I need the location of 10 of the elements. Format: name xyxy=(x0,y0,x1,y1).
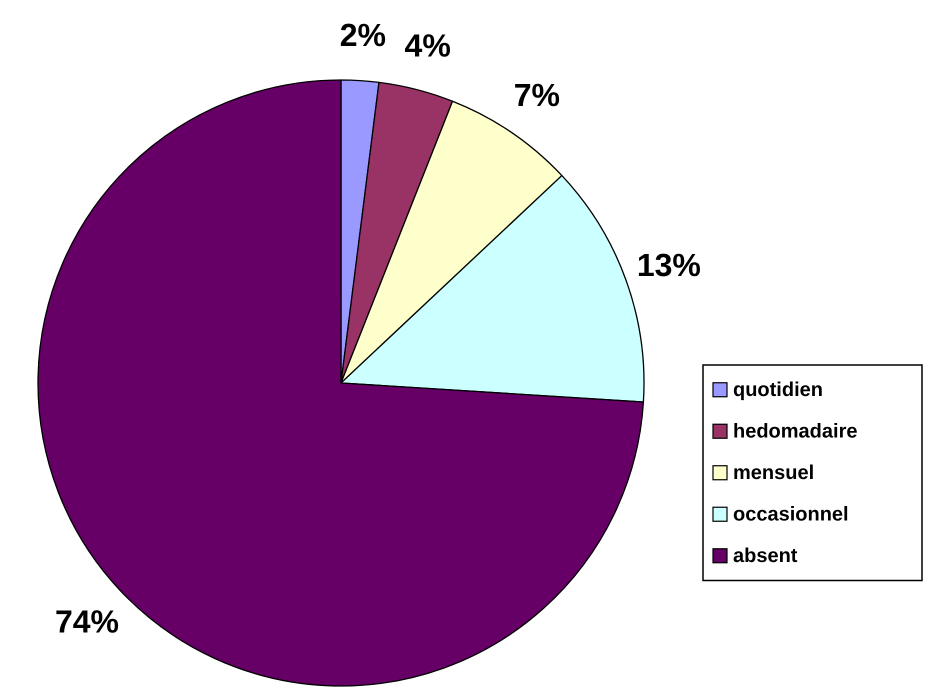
legend-label: occasionnel xyxy=(733,503,849,526)
legend-label: quotidien xyxy=(733,378,823,401)
data-label: 13% xyxy=(636,246,701,283)
legend-label: hedomadaire xyxy=(733,420,858,442)
data-label: 4% xyxy=(404,27,451,64)
data-label: 7% xyxy=(514,76,560,113)
legend-label: mensuel xyxy=(733,462,814,484)
legend-label: absent xyxy=(733,544,798,567)
data-label: 74% xyxy=(54,604,120,640)
data-label: 2% xyxy=(340,17,386,54)
